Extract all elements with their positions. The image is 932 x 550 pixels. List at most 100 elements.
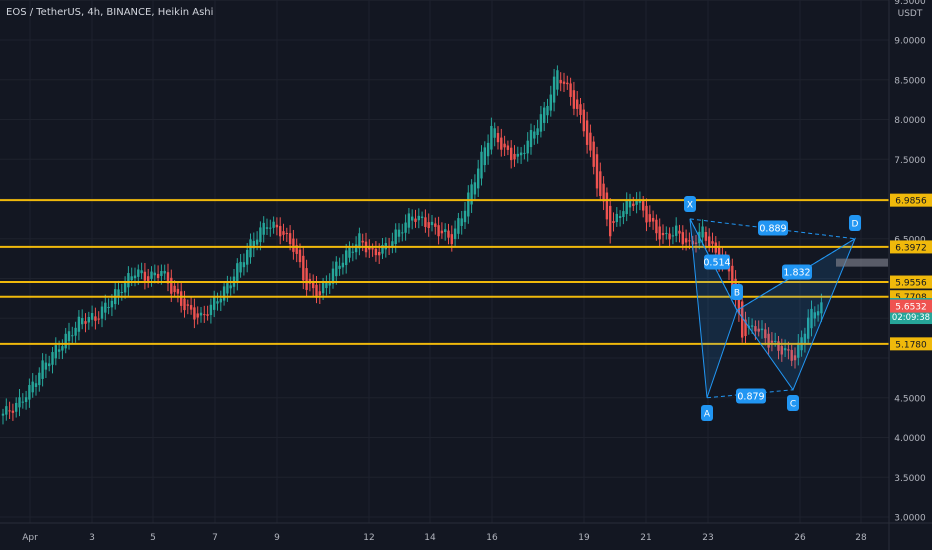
candle-body: [813, 312, 816, 319]
price-tick-label: 9.5000: [894, 0, 926, 7]
candle-body: [628, 199, 632, 208]
candle-body: [681, 232, 684, 245]
candle-body: [708, 236, 711, 246]
candle-body: [444, 229, 447, 233]
price-axis[interactable]: 9.5000 9.0000 8.5000 8.0000 7.5000 6.5000 4.50…: [894, 0, 926, 524]
price-tag-level-6-9856: 6.9856: [890, 193, 932, 207]
candle-body: [566, 82, 569, 85]
pattern-ratio[interactable]: 0.889: [758, 220, 788, 236]
candle-body: [331, 268, 335, 284]
time-tick-label: 7: [212, 533, 218, 543]
candle-body: [810, 308, 813, 329]
candle-body: [272, 221, 275, 228]
candle-body: [552, 76, 556, 103]
time-tick-label: 12: [363, 533, 374, 543]
pattern-point-badge: [849, 215, 861, 231]
chart-title: EOS / TetherUS, 4h, BINANCE, Heikin Ashi: [6, 7, 214, 18]
candle-body: [189, 305, 193, 310]
time-tick-label: 28: [855, 533, 867, 543]
candle-body: [262, 222, 265, 235]
price-tag-level-5-9556: 5.9556: [890, 275, 932, 289]
candle-body: [170, 277, 173, 294]
price-tag-label: 5.9556: [895, 279, 927, 289]
candle-body: [77, 316, 81, 332]
candle-body: [219, 298, 222, 303]
candle-body: [407, 213, 411, 228]
pattern-ratio-label: 0.889: [759, 224, 786, 235]
candle-body: [1, 413, 5, 416]
candle-body: [295, 245, 298, 254]
price-tag-bg: [890, 337, 932, 351]
pattern-point-x[interactable]: X: [684, 196, 696, 212]
candle-body: [255, 239, 259, 245]
candle-body: [246, 249, 249, 265]
price-tag-bg: [890, 240, 932, 254]
candle-body: [348, 247, 351, 258]
candle-body: [358, 233, 361, 249]
candle-body: [579, 104, 582, 115]
candle-body: [523, 152, 526, 154]
price-tag-label: 5.1780: [895, 340, 927, 350]
candle-body: [513, 153, 516, 160]
candle-body: [24, 397, 28, 402]
candle-body: [34, 383, 38, 387]
pattern-point-badge: [731, 284, 743, 300]
candle-body: [249, 239, 252, 258]
candle-body: [774, 340, 777, 342]
candle-body: [605, 192, 609, 220]
candle-body: [127, 273, 130, 288]
candle-body: [615, 213, 618, 223]
candle-body: [602, 183, 605, 202]
time-axis[interactable]: Apr 3 5 7 9 12 14 16 19 21 23 26 28: [22, 533, 867, 543]
candle-body: [417, 215, 420, 221]
candle-body: [315, 284, 318, 298]
candle-body: [153, 272, 156, 276]
candle-body: [57, 349, 61, 352]
candle-body: [67, 331, 71, 342]
candle-body: [486, 142, 490, 157]
candle-body: [305, 268, 308, 290]
pattern-point-b[interactable]: B: [731, 284, 743, 300]
candle-body: [401, 232, 404, 234]
candle-body: [688, 240, 691, 242]
candle-body: [282, 231, 285, 235]
candle-body: [199, 312, 203, 316]
candle-body: [397, 229, 401, 237]
candle-body: [378, 251, 381, 256]
candle-body: [226, 283, 229, 294]
candle-body: [203, 314, 206, 316]
candle-body: [645, 205, 648, 223]
pattern-point-a[interactable]: A: [701, 405, 713, 421]
candle-body: [259, 227, 262, 243]
candle-body: [506, 145, 510, 150]
pattern-ratio[interactable]: 0.514: [703, 254, 731, 270]
candle-body: [229, 285, 232, 289]
pattern-ratio[interactable]: 1.832: [782, 264, 812, 280]
candle-body: [744, 319, 747, 337]
candle-body: [394, 229, 397, 244]
candle-body: [618, 216, 622, 218]
candle-body: [576, 99, 579, 109]
pattern-target-zone: [836, 258, 888, 267]
candle-body: [599, 171, 602, 196]
candle-body: [173, 285, 176, 293]
candle-body: [787, 349, 790, 351]
pattern-point-d[interactable]: D: [849, 215, 861, 231]
time-tick-label: 16: [486, 533, 498, 543]
candle-body: [760, 328, 764, 331]
pattern-ratio[interactable]: 0.879: [736, 388, 766, 404]
pattern-point-c[interactable]: C: [787, 395, 799, 411]
price-tick-label: 4.0000: [894, 434, 926, 444]
candle-body: [196, 313, 199, 318]
price-tick-label: 4.5000: [894, 394, 926, 404]
candle-body: [48, 363, 51, 367]
candle-body: [797, 342, 800, 358]
candle-body: [589, 132, 592, 151]
candle-body: [279, 226, 282, 237]
candle-body: [298, 249, 302, 263]
candle-body: [318, 291, 321, 296]
candle-body: [711, 241, 714, 244]
candle-body: [754, 326, 757, 332]
candle-body: [737, 289, 741, 314]
